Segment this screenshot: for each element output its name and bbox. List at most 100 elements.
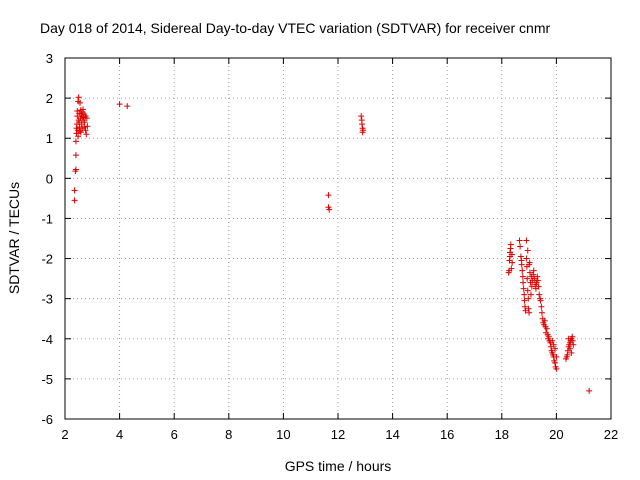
y-axis: -6 -5 -4 -3 -2 -1 0 1 2 3	[41, 51, 611, 427]
data-point	[550, 341, 557, 348]
x-tick-label: 12	[331, 427, 345, 442]
data-point	[525, 295, 532, 302]
data-point	[77, 99, 84, 106]
data-point	[508, 251, 515, 258]
y-axis-label: SDTVAR / TECUs	[6, 182, 22, 294]
x-tick-label: 10	[276, 427, 290, 442]
data-point	[76, 119, 83, 126]
y-tick-label: -6	[41, 412, 53, 427]
y-tick-label: -3	[41, 292, 53, 307]
data-point	[521, 297, 528, 304]
data-point	[567, 345, 574, 352]
data-point	[518, 261, 525, 268]
data-series	[71, 94, 593, 394]
data-point	[564, 351, 571, 358]
data-point	[83, 131, 90, 138]
data-point	[537, 297, 544, 304]
data-point	[553, 365, 560, 372]
x-axis: 2 4 6 8 10 12 14 16 18 20 22	[61, 58, 618, 442]
grid-lines	[65, 58, 611, 419]
data-point	[517, 243, 524, 250]
data-point	[524, 287, 531, 294]
data-point	[569, 333, 576, 340]
data-point	[528, 283, 535, 290]
y-tick-label: -4	[41, 332, 53, 347]
x-axis-label: GPS time / hours	[285, 458, 392, 474]
data-point	[75, 94, 82, 101]
x-tick-label: 16	[440, 427, 454, 442]
y-tick-label: 1	[46, 131, 53, 146]
data-point	[536, 291, 543, 298]
data-point	[72, 152, 79, 159]
data-point	[507, 241, 514, 248]
data-point	[526, 261, 533, 268]
data-point	[526, 309, 533, 316]
data-point	[520, 285, 527, 292]
data-point	[77, 129, 84, 136]
data-point	[84, 123, 91, 130]
data-point	[530, 271, 537, 278]
data-point	[545, 333, 552, 340]
data-point	[509, 259, 516, 266]
chart-title: Day 018 of 2014, Sidereal Day-to-day VTE…	[40, 20, 550, 36]
data-point	[81, 123, 88, 130]
data-point	[116, 101, 123, 108]
y-tick-label: -5	[41, 372, 53, 387]
x-tick-label: 18	[495, 427, 509, 442]
x-tick-label: 8	[225, 427, 232, 442]
x-tick-label: 6	[171, 427, 178, 442]
data-point	[80, 106, 87, 113]
data-point	[538, 309, 545, 316]
data-point	[83, 115, 90, 122]
data-point	[552, 359, 559, 366]
data-point	[519, 267, 526, 274]
data-point	[524, 275, 531, 282]
data-point	[520, 279, 527, 286]
data-point	[124, 103, 131, 110]
data-point	[360, 127, 367, 134]
y-tick-label: 2	[46, 91, 53, 106]
data-point	[519, 273, 526, 280]
data-point	[522, 303, 529, 310]
data-point	[525, 305, 532, 312]
data-point	[521, 291, 528, 298]
data-point	[534, 273, 541, 280]
data-point	[75, 133, 82, 140]
data-point	[535, 283, 542, 290]
data-point	[524, 247, 531, 254]
data-point	[549, 337, 556, 344]
data-point	[552, 345, 559, 352]
data-point	[586, 387, 593, 394]
data-point	[517, 253, 524, 260]
data-point	[522, 307, 529, 314]
data-point	[359, 121, 366, 128]
x-tick-label: 14	[385, 427, 399, 442]
data-point	[325, 192, 332, 199]
data-point	[553, 353, 560, 360]
y-tick-label: 3	[46, 51, 53, 66]
data-point	[530, 267, 537, 274]
y-tick-label: 0	[46, 171, 53, 186]
x-tick-label: 22	[604, 427, 618, 442]
y-tick-label: -2	[41, 252, 53, 267]
x-tick-label: 2	[61, 427, 68, 442]
data-point	[326, 206, 333, 213]
data-point	[81, 119, 88, 126]
data-point	[538, 303, 545, 310]
x-tick-label: 4	[116, 427, 123, 442]
data-point	[71, 187, 78, 194]
data-point	[570, 341, 577, 348]
data-point	[71, 197, 78, 204]
data-point	[72, 166, 79, 173]
data-point	[541, 317, 548, 324]
data-point	[508, 265, 515, 272]
data-point	[72, 138, 79, 145]
x-tick-label: 20	[549, 427, 563, 442]
data-point	[523, 237, 530, 244]
data-point	[569, 337, 576, 344]
data-point	[526, 269, 533, 276]
data-point	[568, 349, 575, 356]
data-point	[82, 127, 89, 134]
data-point	[358, 113, 365, 120]
